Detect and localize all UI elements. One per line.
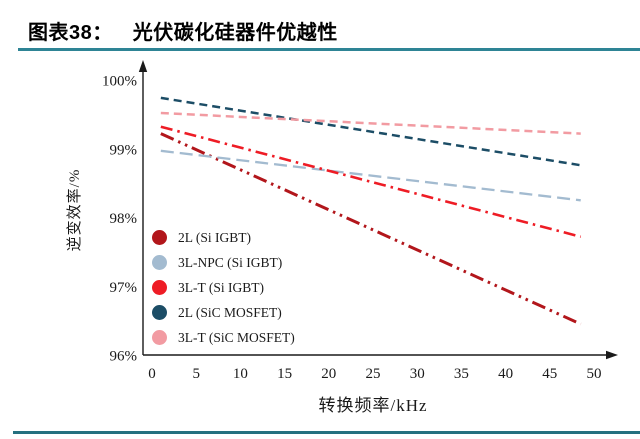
y-tick-label: 100% (102, 74, 137, 90)
series-line-4 (160, 111, 581, 135)
line-chart: 100% 99% 98% 97% 96% 0 5 10 15 20 25 30 35 40 45 50 (102, 60, 618, 382)
x-tick-label: 50 (587, 366, 602, 382)
header-divider (18, 48, 640, 51)
legend-label: 3L-NPC (Si IGBT) (178, 254, 283, 270)
legend-swatch-icon (152, 230, 167, 245)
x-tick-label: 0 (148, 366, 156, 382)
legend-label: 3L-T (SiC MOSFET) (178, 329, 295, 345)
legend-item-2: 3L-T (Si IGBT) (152, 275, 295, 300)
x-tick-label: 40 (498, 366, 513, 382)
y-tick-label: 97% (110, 280, 138, 296)
series-line-3 (160, 96, 581, 167)
x-tick-label: 30 (410, 366, 425, 382)
series-line-2 (160, 125, 582, 239)
legend-swatch-icon (152, 330, 167, 345)
chart-area: 100% 99% 98% 97% 96% 0 5 10 15 20 25 30 35 40 45 50 逆变效… (0, 50, 640, 431)
legend-item-3: 2L (SiC MOSFET) (152, 300, 295, 325)
legend-label: 2L (SiC MOSFET) (178, 304, 282, 320)
legend-swatch-icon (152, 280, 167, 295)
legend-label: 3L-T (Si IGBT) (178, 279, 264, 295)
y-tick-label: 99% (110, 142, 138, 158)
figure-header: 图表38： 光伏碳化硅器件优越性 (28, 16, 338, 45)
figure-number-label: 图表38： (28, 22, 113, 44)
legend-swatch-icon (152, 255, 167, 270)
x-tick-label: 25 (366, 366, 381, 382)
legend-item-4: 3L-T (SiC MOSFET) (152, 325, 295, 350)
x-tick-label: 5 (192, 366, 200, 382)
y-tick-label: 98% (110, 211, 138, 227)
legend-swatch-icon (152, 305, 167, 320)
x-axis-arrow-icon (606, 350, 618, 360)
y-tick-label: 96% (110, 349, 138, 365)
legend: 2L (Si IGBT) 3L-NPC (Si IGBT) 3L-T (Si IGB… (152, 225, 295, 350)
x-tick-label: 15 (277, 366, 292, 382)
y-axis-title: 逆变效率/% (67, 168, 83, 252)
series-line-1 (160, 149, 581, 202)
x-tick-label: 20 (321, 366, 336, 382)
x-tick-label: 35 (454, 366, 469, 382)
x-axis-title: 转换频率/kHz (318, 396, 428, 415)
series-line-0 (160, 132, 582, 326)
x-tick-label: 10 (233, 366, 248, 382)
figure-title: 光伏碳化硅器件优越性 (132, 22, 338, 44)
bottom-divider (13, 431, 640, 434)
x-tick-label: 45 (542, 366, 557, 382)
legend-label: 2L (Si IGBT) (178, 229, 251, 245)
legend-item-0: 2L (Si IGBT) (152, 225, 295, 250)
y-axis-arrow-icon (138, 60, 148, 72)
legend-item-1: 3L-NPC (Si IGBT) (152, 250, 295, 275)
